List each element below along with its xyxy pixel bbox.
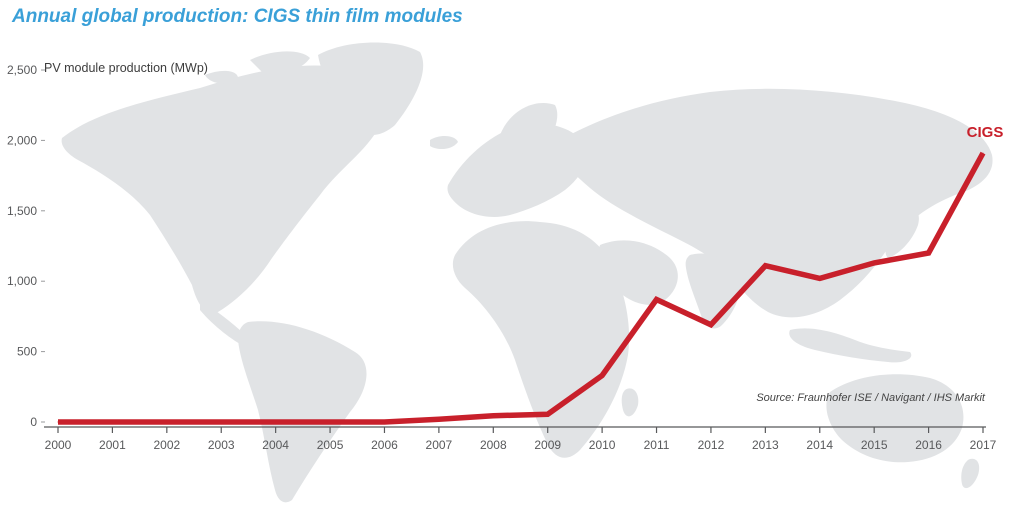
x-tick-label: 2006	[371, 438, 398, 452]
x-tick-label: 2012	[698, 438, 725, 452]
x-tick-label: 2017	[970, 438, 997, 452]
x-tick-label: 2010	[589, 438, 616, 452]
data-point	[873, 262, 875, 264]
y-axis-label: PV module production (MWp)	[44, 61, 208, 75]
data-point	[982, 152, 984, 154]
x-tick-label: 2005	[317, 438, 344, 452]
data-point	[383, 421, 385, 423]
data-point	[656, 299, 658, 301]
y-tick-label: 1,500	[7, 204, 37, 218]
y-tick-label: 1,000	[7, 274, 37, 288]
map-arabia	[598, 240, 678, 305]
data-point	[764, 265, 766, 267]
map-africa	[452, 221, 630, 458]
data-point	[492, 415, 494, 417]
series-line-cigs	[58, 151, 986, 425]
x-tick-label: 2015	[861, 438, 888, 452]
data-point	[166, 421, 168, 423]
x-tick-label: 2000	[45, 438, 72, 452]
map-madagascar	[621, 388, 639, 417]
data-point	[111, 421, 113, 423]
data-point	[601, 375, 603, 377]
map-japan	[885, 203, 919, 258]
map-iceland	[430, 136, 458, 150]
series-layer: CIGS	[57, 124, 1004, 425]
y-tick-label: 2,000	[7, 133, 37, 147]
map-scandinavia	[500, 103, 558, 155]
x-tick-label: 2011	[644, 438, 670, 452]
x-tick-label: 2002	[153, 438, 180, 452]
x-tick-label: 2009	[534, 438, 561, 452]
x-tick-label: 2003	[208, 438, 235, 452]
data-point	[547, 413, 549, 415]
x-tick-label: 2014	[806, 438, 833, 452]
map-australia	[826, 374, 964, 463]
world-map-background	[61, 42, 993, 503]
y-axis: 0 500 1,000 1,500 2,000 2,500	[7, 63, 45, 429]
data-point	[710, 324, 712, 326]
map-central-america	[200, 300, 249, 346]
data-point	[819, 277, 821, 279]
data-point	[928, 252, 930, 254]
data-point	[57, 421, 59, 423]
x-tick-label: 2001	[99, 438, 126, 452]
y-tick-label: 0	[30, 415, 37, 429]
x-tick-label: 2007	[426, 438, 453, 452]
x-tick-label: 2008	[480, 438, 507, 452]
x-tick-label: 2013	[752, 438, 779, 452]
map-north-america	[61, 65, 386, 314]
series-label: CIGS	[967, 124, 1004, 141]
map-arctic-islands	[205, 51, 310, 84]
x-axis: 2000 2001 2002 2003 2004 2005 2006 2007 2008 2009…	[44, 426, 997, 452]
y-tick-label: 2,500	[7, 63, 37, 77]
y-tick-label: 500	[17, 345, 37, 359]
x-tick-label: 2004	[262, 438, 289, 452]
data-point	[438, 418, 440, 420]
map-indonesia	[789, 328, 912, 363]
map-south-america	[238, 321, 367, 503]
chart-title: Annual global production: CIGS thin film…	[12, 6, 463, 27]
map-asia	[559, 88, 993, 318]
map-europe	[447, 123, 588, 217]
data-point	[329, 421, 331, 423]
data-point	[220, 421, 222, 423]
source-note: Source: Fraunhofer ISE / Navigant / IHS …	[756, 392, 986, 404]
x-tick-label: 2016	[915, 438, 942, 452]
data-point	[275, 421, 277, 423]
map-new-zealand	[961, 458, 980, 489]
map-greenland	[318, 42, 424, 136]
